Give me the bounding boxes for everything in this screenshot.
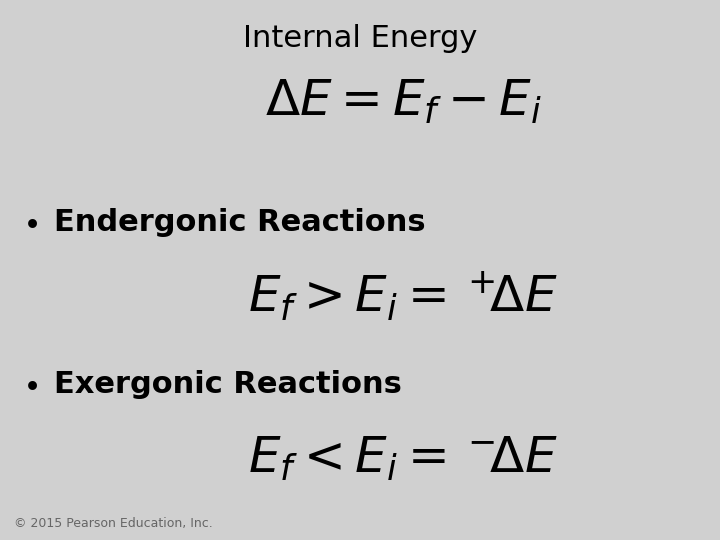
- Text: $\Delta E = E_f - E_i$: $\Delta E = E_f - E_i$: [265, 78, 541, 126]
- Text: $\bullet$: $\bullet$: [22, 370, 37, 399]
- Text: $\bullet$: $\bullet$: [22, 208, 37, 237]
- Text: © 2015 Pearson Education, Inc.: © 2015 Pearson Education, Inc.: [14, 517, 213, 530]
- Text: $E_f < E_i = \,^{-}\!\Delta E$: $E_f < E_i = \,^{-}\!\Delta E$: [248, 435, 558, 483]
- Text: Internal Energy: Internal Energy: [243, 24, 477, 53]
- Text: Endergonic Reactions: Endergonic Reactions: [54, 208, 426, 237]
- Text: $E_f > E_i = \,^{+}\!\Delta E$: $E_f > E_i = \,^{+}\!\Delta E$: [248, 270, 558, 323]
- Text: Exergonic Reactions: Exergonic Reactions: [54, 370, 402, 399]
